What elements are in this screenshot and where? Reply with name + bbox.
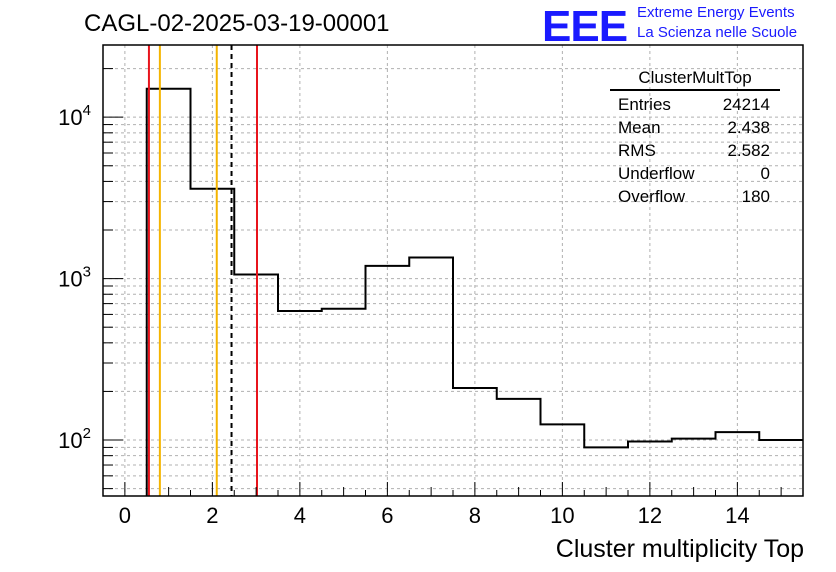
x-tick-label: 8 [469,503,481,528]
stats-value: 2.582 [727,141,770,160]
y-tick-label: 104 [58,102,91,130]
stats-title: ClusterMultTop [610,68,780,91]
y-tick-label: 103 [58,264,91,292]
stats-label: Entries [618,95,671,114]
stats-value: 24214 [722,95,770,114]
logo-line-2: La Scienza nelle Scuole [637,24,798,41]
stats-row-overflow: Overflow 180 [610,185,780,208]
stats-row-rms: RMS 2.582 [610,139,780,162]
histogram-outline [145,87,803,496]
y-tick-label: 102 [58,425,91,453]
x-tick-label: 2 [206,503,218,528]
logo-line-1: Extreme Energy Events [637,4,795,21]
stats-box: ClusterMultTop Entries 24214 Mean 2.438 … [610,68,780,208]
stats-label: Underflow [618,164,695,183]
stats-value: 0 [760,164,770,183]
run-title: CAGL-02-2025-03-19-00001 [84,10,390,37]
stats-row-mean: Mean 2.438 [610,116,780,139]
stats-label: Overflow [618,187,686,206]
x-tick-label: 10 [550,503,574,528]
stats-label: RMS [618,141,656,160]
stats-label: Mean [618,118,661,137]
x-tick-label: 14 [725,503,749,528]
x-tick-label: 6 [381,503,393,528]
x-tick-label: 0 [119,503,131,528]
x-axis-label: Cluster multiplicity Top [555,535,804,563]
eee-logo: EEE [542,2,628,51]
stats-value: 180 [741,187,770,206]
x-tick-label: 12 [638,503,662,528]
stats-row-entries: Entries 24214 [610,93,780,116]
x-tick-label: 4 [294,503,306,528]
stats-value: 2.438 [727,118,770,137]
stats-row-underflow: Underflow 0 [610,162,780,185]
